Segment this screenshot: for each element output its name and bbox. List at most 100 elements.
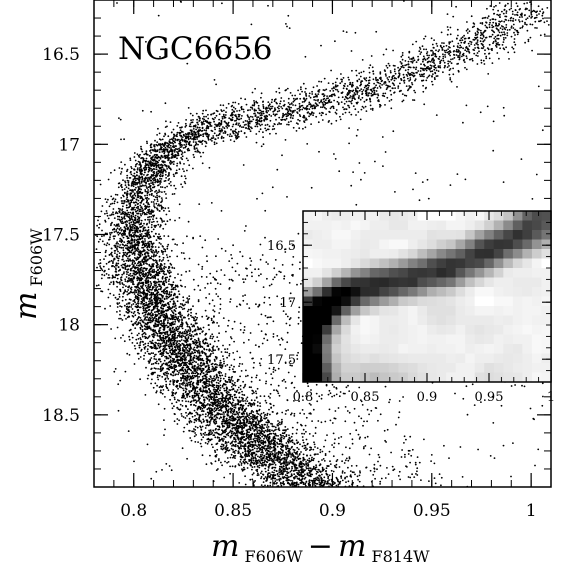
scatter-point <box>105 201 108 204</box>
scatter-point <box>218 426 221 429</box>
scatter-point <box>141 330 144 333</box>
scatter-point <box>197 134 200 137</box>
scatter-point <box>288 467 291 470</box>
scatter-point <box>125 206 128 209</box>
scatter-point <box>117 273 120 276</box>
scatter-point <box>186 361 188 364</box>
scatter-point <box>172 128 175 131</box>
scatter-point <box>303 495 305 497</box>
scatter-point <box>126 168 129 171</box>
scatter-point <box>206 371 209 374</box>
scatter-point <box>193 346 196 349</box>
scatter-point <box>153 168 156 171</box>
scatter-point <box>180 157 183 159</box>
scatter-point <box>119 227 122 229</box>
scatter-point <box>184 347 187 349</box>
scatter-point <box>173 151 176 153</box>
scatter-point <box>101 229 103 232</box>
scatter-point <box>148 361 151 363</box>
scatter-point <box>232 444 235 447</box>
scatter-point <box>188 295 191 297</box>
scatter-point <box>162 345 165 348</box>
scatter-point <box>274 426 277 429</box>
scatter-point <box>302 497 304 499</box>
scatter-point <box>133 156 136 158</box>
scatter-point <box>201 393 204 396</box>
scatter-point <box>121 228 123 231</box>
scatter-point <box>158 238 161 240</box>
scatter-point <box>110 259 113 262</box>
scatter-point <box>114 296 117 299</box>
scatter-point <box>267 491 269 493</box>
scatter-point <box>207 385 210 387</box>
scatter-point <box>122 247 125 249</box>
scatter-point <box>122 267 125 269</box>
scatter-point <box>147 198 150 200</box>
scatter-point <box>317 488 319 490</box>
scatter-point <box>270 440 273 443</box>
scatter-point <box>166 316 169 319</box>
scatter-point <box>243 417 246 420</box>
scatter-point <box>120 161 123 164</box>
scatter-point <box>249 478 252 481</box>
scatter-point <box>148 220 151 223</box>
scatter-point <box>146 377 149 380</box>
scatter-point <box>343 492 345 494</box>
scatter-point <box>167 319 169 321</box>
scatter-point <box>154 196 157 199</box>
scatter-point <box>242 430 244 432</box>
scatter-point <box>143 348 146 350</box>
scatter-point <box>259 395 262 397</box>
scatter-point <box>149 285 152 288</box>
scatter-point <box>295 492 297 494</box>
scatter-point <box>131 253 134 255</box>
scatter-point <box>122 295 124 298</box>
scatter-point <box>145 304 148 307</box>
scatter-point <box>264 434 267 437</box>
scatter-point <box>265 382 267 385</box>
scatter-point <box>144 245 146 248</box>
scatter-point <box>128 315 131 318</box>
scatter-point <box>157 368 160 370</box>
scatter-point <box>246 462 249 465</box>
scatter-point <box>145 244 148 247</box>
scatter-point <box>253 447 256 450</box>
scatter-point <box>124 181 127 184</box>
scatter-point <box>141 225 144 227</box>
scatter-point <box>213 340 216 343</box>
scatter-point <box>127 181 130 184</box>
scatter-point <box>311 494 313 496</box>
scatter-point <box>158 190 161 193</box>
scatter-point <box>143 331 146 334</box>
scatter-point <box>177 387 179 390</box>
scatter-point <box>134 204 137 207</box>
scatter-point <box>196 377 199 379</box>
scatter-point <box>153 358 156 360</box>
scatter-point <box>194 375 197 378</box>
scatter-point <box>201 407 204 410</box>
scatter-point <box>287 455 290 458</box>
scatter-point <box>254 390 257 393</box>
scatter-point <box>212 335 215 338</box>
scatter-point <box>192 305 194 308</box>
scatter-point <box>243 438 245 441</box>
scatter-point <box>298 477 301 480</box>
scatter-point <box>174 286 176 289</box>
scatter-point <box>165 281 168 284</box>
scatter-point <box>161 186 164 189</box>
scatter-point <box>243 419 246 422</box>
scatter-point <box>155 189 158 192</box>
scatter-point <box>118 252 121 255</box>
scatter-point <box>126 200 128 203</box>
scatter-point <box>109 236 111 239</box>
scatter-point <box>245 412 248 415</box>
scatter-point <box>204 309 207 312</box>
scatter-point <box>148 335 151 337</box>
scatter-point <box>178 327 181 329</box>
scatter-point <box>202 359 205 362</box>
scatter-point <box>126 190 129 193</box>
scatter-point <box>107 198 109 201</box>
scatter-point <box>208 416 211 419</box>
scatter-point <box>331 492 333 494</box>
scatter-point <box>145 274 147 277</box>
